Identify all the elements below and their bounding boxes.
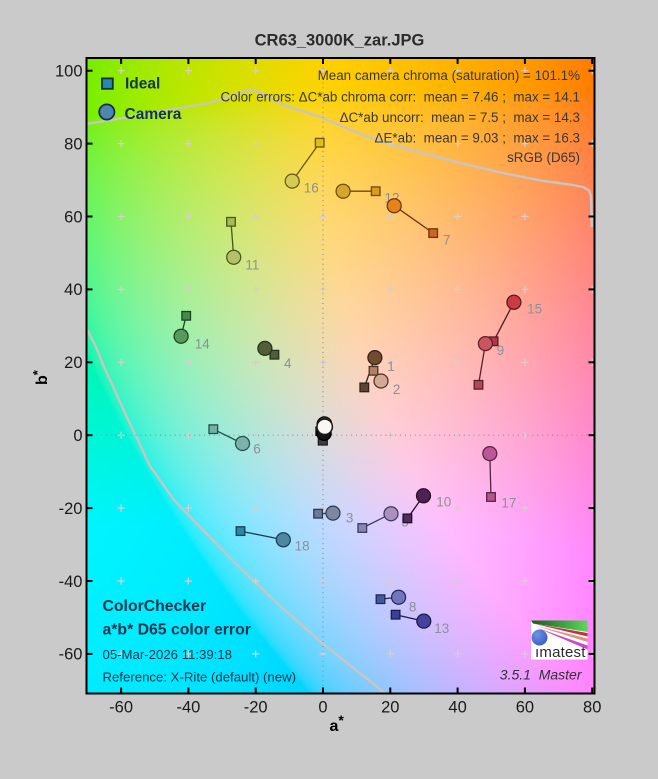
svg-text:1: 1 bbox=[387, 359, 395, 374]
svg-text:Reference: X-Rite (default) (n: Reference: X-Rite (default) (new) bbox=[103, 670, 297, 685]
svg-text:b*: b* bbox=[30, 369, 51, 385]
svg-text:4: 4 bbox=[284, 356, 292, 371]
svg-text:80: 80 bbox=[583, 699, 601, 717]
svg-text:60: 60 bbox=[64, 208, 82, 226]
svg-text:2: 2 bbox=[393, 382, 401, 397]
svg-text:11: 11 bbox=[245, 258, 259, 273]
svg-text:-60: -60 bbox=[59, 646, 83, 664]
svg-text:sRGB (D65): sRGB (D65) bbox=[507, 150, 580, 165]
svg-text:16: 16 bbox=[304, 181, 319, 196]
svg-text:9: 9 bbox=[497, 343, 505, 358]
svg-text:ΔC*ab uncorr: mean = 7.5 ; m: ΔC*ab uncorr: mean = 7.5 ; max = 14.3 bbox=[340, 110, 580, 125]
svg-text:20: 20 bbox=[64, 354, 82, 372]
svg-text:Mean camera chroma (saturation: Mean camera chroma (saturation) = 101.1% bbox=[318, 68, 580, 83]
svg-text:7: 7 bbox=[443, 233, 451, 248]
svg-text:-20: -20 bbox=[59, 500, 83, 518]
svg-text:6: 6 bbox=[253, 441, 261, 456]
svg-text:60: 60 bbox=[516, 699, 534, 717]
svg-text:20: 20 bbox=[381, 699, 399, 717]
svg-text:a*b* D65 color error: a*b* D65 color error bbox=[103, 622, 251, 639]
svg-text:-20: -20 bbox=[244, 699, 268, 717]
svg-text:8: 8 bbox=[409, 599, 417, 614]
svg-text:80: 80 bbox=[64, 135, 82, 153]
svg-text:40: 40 bbox=[448, 699, 466, 717]
svg-text:-40: -40 bbox=[59, 573, 83, 591]
svg-text:0: 0 bbox=[73, 427, 82, 445]
svg-text:14: 14 bbox=[195, 337, 211, 352]
svg-text:-40: -40 bbox=[176, 699, 200, 717]
svg-text:ΔE*ab: mean = 9.03 ; max = 1: ΔE*ab: mean = 9.03 ; max = 16.3 bbox=[375, 131, 580, 146]
svg-text:100: 100 bbox=[55, 63, 83, 81]
svg-text:13: 13 bbox=[434, 621, 449, 636]
svg-text:15: 15 bbox=[527, 301, 542, 316]
svg-text:05-Mar-2026 11:39:18: 05-Mar-2026 11:39:18 bbox=[103, 647, 233, 662]
svg-text:17: 17 bbox=[501, 495, 516, 510]
svg-text:Color errors: ΔC*ab chroma cor: Color errors: ΔC*ab chroma corr: mean = … bbox=[221, 90, 580, 105]
svg-text:CR63_3000K_zar.JPG: CR63_3000K_zar.JPG bbox=[255, 32, 425, 50]
svg-text:-60: -60 bbox=[109, 699, 133, 717]
svg-text:ColorChecker: ColorChecker bbox=[103, 598, 207, 615]
svg-text:40: 40 bbox=[64, 281, 82, 299]
svg-text:3: 3 bbox=[346, 511, 354, 526]
svg-text:3.5.1 Master: 3.5.1 Master bbox=[500, 667, 583, 683]
svg-text:10: 10 bbox=[436, 495, 451, 510]
svg-text:Ideal: Ideal bbox=[125, 76, 160, 93]
svg-text:a*: a* bbox=[330, 712, 345, 735]
svg-text:0: 0 bbox=[318, 699, 327, 717]
svg-text:ımatest: ımatest bbox=[535, 644, 586, 661]
svg-text:18: 18 bbox=[295, 539, 310, 554]
svg-text:Camera: Camera bbox=[125, 106, 182, 123]
